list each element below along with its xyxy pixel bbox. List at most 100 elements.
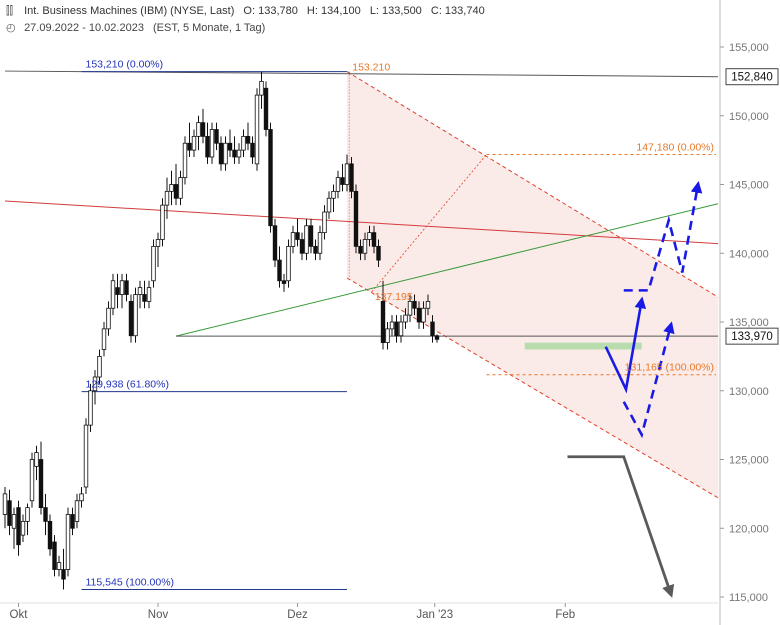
candle-body — [245, 135, 251, 144]
channel-fib-label: 147,180 (0.00%) — [636, 142, 714, 154]
candle — [317, 225, 323, 261]
candle-body — [52, 541, 57, 570]
candle — [403, 308, 408, 329]
candle-body — [209, 129, 215, 158]
clock-icon: ◴ — [6, 22, 16, 34]
candle — [313, 239, 318, 261]
candle-body — [331, 190, 336, 199]
candle-body — [7, 500, 12, 526]
candle-body — [38, 459, 44, 509]
candle-body — [191, 135, 197, 151]
candle — [88, 383, 93, 432]
candle — [47, 514, 53, 556]
candle-body — [313, 245, 318, 254]
close-value: C: 133,740 — [430, 5, 485, 17]
green-trendline — [175, 203, 719, 337]
candle — [70, 507, 75, 536]
candle — [421, 301, 426, 329]
candle-body — [421, 307, 426, 323]
candle-body — [218, 142, 224, 165]
red-trendline — [4, 200, 719, 245]
candle — [340, 163, 345, 192]
y-axis-background — [720, 0, 780, 625]
candle — [335, 170, 341, 199]
candle — [214, 122, 219, 151]
y-tick-label: 140,000 — [729, 248, 769, 260]
candle-body — [187, 142, 192, 151]
candle-body — [308, 225, 314, 247]
candle — [146, 280, 152, 309]
candle — [182, 136, 188, 185]
chart-subheader: ◴ 27.09.2022 - 10.02.2023 (EST, 5 Monate… — [6, 21, 265, 34]
candle-body — [254, 94, 260, 165]
candle-body — [286, 245, 291, 282]
price-tag-label: 133,970 — [731, 331, 773, 343]
candle — [178, 170, 183, 206]
chart-header: ⫿⫿ Int. Business Machines (IBM) (NYSE, L… — [6, 5, 485, 18]
candle-body — [394, 321, 399, 337]
candle — [92, 370, 98, 405]
price-tag-box — [725, 327, 779, 345]
candle — [322, 205, 327, 240]
candle-body — [47, 520, 53, 550]
candle — [344, 154, 350, 192]
candle — [254, 88, 260, 171]
low-value: L: 133,500 — [369, 5, 422, 17]
y-tick-label: 145,000 — [729, 180, 769, 192]
candle-body — [146, 287, 152, 302]
candle — [155, 232, 161, 267]
candle-body — [164, 190, 170, 206]
x-tick-label: Okt — [10, 609, 29, 621]
candle — [56, 555, 62, 577]
candle-body — [322, 211, 327, 234]
candle-body — [173, 184, 179, 199]
candle — [74, 493, 80, 529]
candle — [272, 218, 278, 267]
candle-body — [263, 87, 269, 130]
candle-body — [403, 314, 408, 323]
candle-body — [371, 232, 377, 247]
candle — [434, 334, 440, 343]
analysis-lines — [4, 70, 719, 591]
candle — [83, 418, 89, 494]
candle — [38, 441, 44, 515]
gray-down-arrow — [567, 455, 675, 598]
candle — [268, 122, 273, 233]
candle — [241, 129, 246, 157]
candle-body — [124, 280, 129, 295]
price-tag-box — [725, 68, 779, 86]
candle-body — [385, 328, 390, 344]
candle-body — [155, 239, 161, 247]
candle — [34, 445, 39, 481]
candle — [200, 108, 206, 144]
candle-body — [182, 142, 188, 179]
candle — [290, 225, 296, 254]
candle-body — [358, 245, 363, 254]
candle — [380, 280, 386, 350]
candle-body — [362, 239, 368, 254]
candle-body — [353, 190, 359, 247]
candle-body — [259, 80, 264, 96]
candle-body — [65, 514, 71, 570]
candle — [308, 218, 314, 254]
candle — [425, 294, 431, 316]
candle — [299, 232, 305, 261]
candle-body — [290, 232, 296, 247]
candle-body — [83, 424, 89, 488]
candle-body — [74, 500, 80, 522]
fib-level-label: 129,938 (61.80%) — [86, 379, 169, 391]
x-tick-label: Jan '23 — [416, 609, 453, 621]
price-tag-label: 152,840 — [731, 72, 773, 84]
candle — [124, 273, 129, 302]
candle — [101, 322, 107, 357]
candle-body — [299, 239, 305, 254]
candlestick-icon: ⫿⫿ — [6, 5, 14, 17]
scenario-arrows — [567, 181, 703, 598]
fib-level-label: 115,545 (100.00%) — [86, 577, 175, 589]
candle-body — [304, 225, 309, 254]
candle-body — [335, 177, 341, 192]
date-range: 27.09.2022 - 10.02.2023 — [24, 22, 144, 34]
x-tick-label: Nov — [148, 609, 169, 621]
candle — [245, 122, 251, 151]
candle — [106, 301, 111, 336]
